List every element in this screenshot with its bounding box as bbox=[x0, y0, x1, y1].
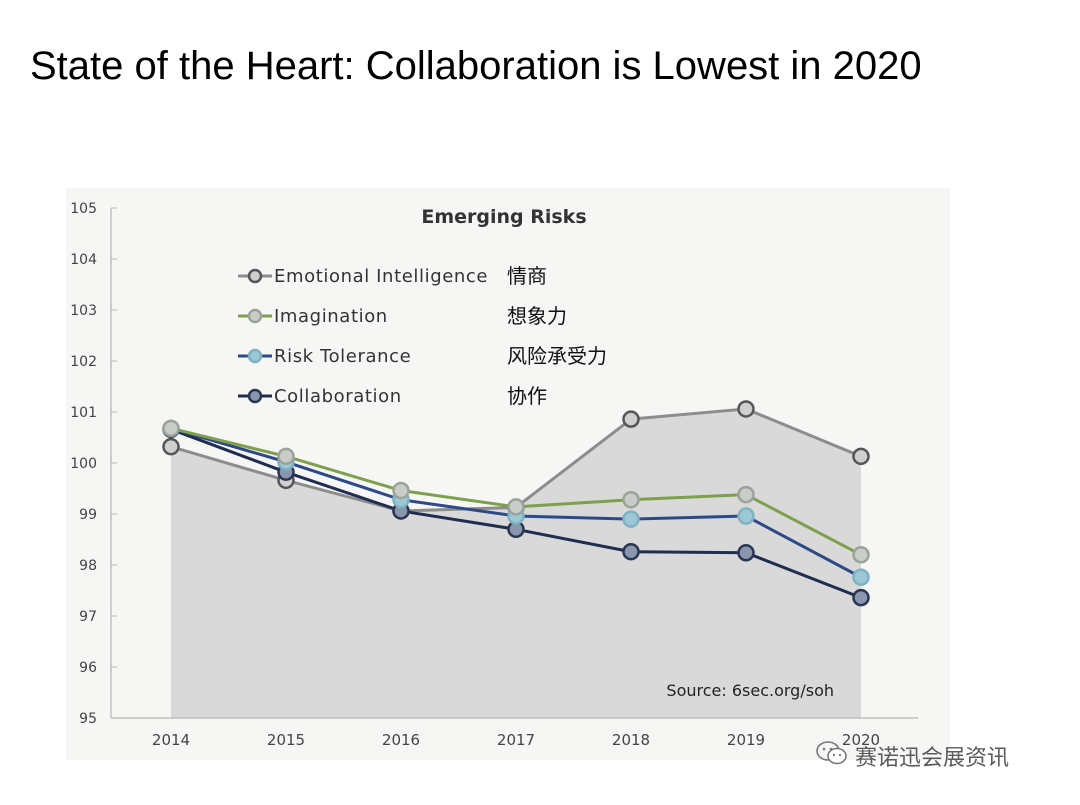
data-point-imagination bbox=[622, 490, 640, 509]
watermark: 赛诺迅会展资讯 bbox=[815, 740, 1009, 772]
line-chart: 95 96 97 98 99 100 101 102 103 104 105 2014 2015 2016… bbox=[70, 201, 918, 749]
x-tick-label: 2019 bbox=[727, 731, 765, 749]
data-point-imagination bbox=[507, 498, 525, 516]
data-point-imagination bbox=[277, 447, 295, 466]
x-tick-label: 2018 bbox=[612, 731, 650, 749]
legend-label-cn: 风险承受力 bbox=[507, 344, 607, 368]
y-tick-label: 105 bbox=[70, 201, 97, 217]
legend-swatch-marker bbox=[247, 308, 263, 324]
chart-title: Emerging Risks bbox=[421, 206, 586, 228]
x-tick-label: 2016 bbox=[382, 731, 420, 749]
legend-label: Emotional Intelligence bbox=[274, 266, 488, 287]
slide-title: State of the Heart: Collaboration is Low… bbox=[30, 44, 922, 88]
legend-swatch-marker bbox=[247, 348, 263, 364]
data-point-emotional-intelligence bbox=[162, 437, 180, 456]
y-tick-label: 98 bbox=[79, 558, 97, 574]
legend-label-cn: 想象力 bbox=[507, 304, 567, 328]
x-tick-label: 2017 bbox=[497, 731, 535, 749]
legend-label: Collaboration bbox=[274, 386, 402, 407]
y-tick-label: 104 bbox=[70, 252, 97, 268]
legend-label: Imagination bbox=[274, 306, 388, 327]
y-tick-label: 103 bbox=[70, 303, 97, 319]
watermark-text: 赛诺迅会展资讯 bbox=[855, 746, 1010, 771]
data-point-emotional-intelligence bbox=[852, 447, 870, 466]
y-tick-label: 99 bbox=[79, 507, 97, 523]
legend-swatch-marker bbox=[247, 388, 263, 404]
chart-panel: 95 96 97 98 99 100 101 102 103 104 105 2014 2015 2016… bbox=[66, 188, 950, 760]
y-tick-label: 102 bbox=[70, 354, 97, 370]
y-tick-label: 97 bbox=[79, 609, 97, 625]
legend-label-cn: 情商 bbox=[507, 264, 547, 288]
x-tick-label: 2020 bbox=[842, 731, 880, 749]
wechat-icon bbox=[815, 740, 849, 772]
y-tick-label: 101 bbox=[70, 405, 97, 421]
data-point-risk-tolerance bbox=[737, 507, 755, 525]
data-point-emotional-intelligence bbox=[737, 400, 755, 418]
data-point-collaboration bbox=[737, 544, 755, 562]
data-point-imagination bbox=[737, 485, 755, 504]
data-point-emotional-intelligence bbox=[622, 410, 640, 428]
y-tick-label: 96 bbox=[79, 660, 97, 676]
legend-label-cn: 协作 bbox=[507, 384, 547, 408]
legend-swatch-marker bbox=[247, 268, 263, 284]
data-point-imagination bbox=[852, 546, 870, 564]
data-point-risk-tolerance bbox=[852, 568, 870, 586]
data-point-collaboration bbox=[622, 542, 640, 561]
y-tick-label: 100 bbox=[70, 456, 97, 472]
data-point-risk-tolerance bbox=[622, 510, 640, 528]
data-point-imagination bbox=[392, 481, 410, 500]
x-tick-label: 2015 bbox=[267, 731, 305, 749]
y-tick-label: 95 bbox=[79, 711, 97, 727]
source-note: Source: 6sec.org/soh bbox=[666, 681, 834, 700]
area-fill bbox=[171, 408, 861, 718]
data-point-collaboration bbox=[852, 588, 870, 607]
legend-label: Risk Tolerance bbox=[274, 346, 411, 367]
x-tick-label: 2014 bbox=[152, 731, 190, 749]
data-point-imagination bbox=[162, 419, 180, 438]
